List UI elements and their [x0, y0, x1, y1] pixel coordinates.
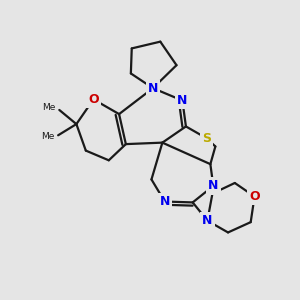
Text: N: N [208, 179, 218, 192]
Text: O: O [249, 190, 260, 203]
Text: Me: Me [41, 132, 55, 141]
Text: N: N [148, 82, 158, 95]
Text: O: O [88, 93, 99, 106]
Text: N: N [160, 195, 170, 208]
Text: S: S [202, 132, 211, 145]
Text: N: N [202, 214, 213, 227]
Text: N: N [177, 94, 188, 107]
Text: Me: Me [42, 103, 56, 112]
